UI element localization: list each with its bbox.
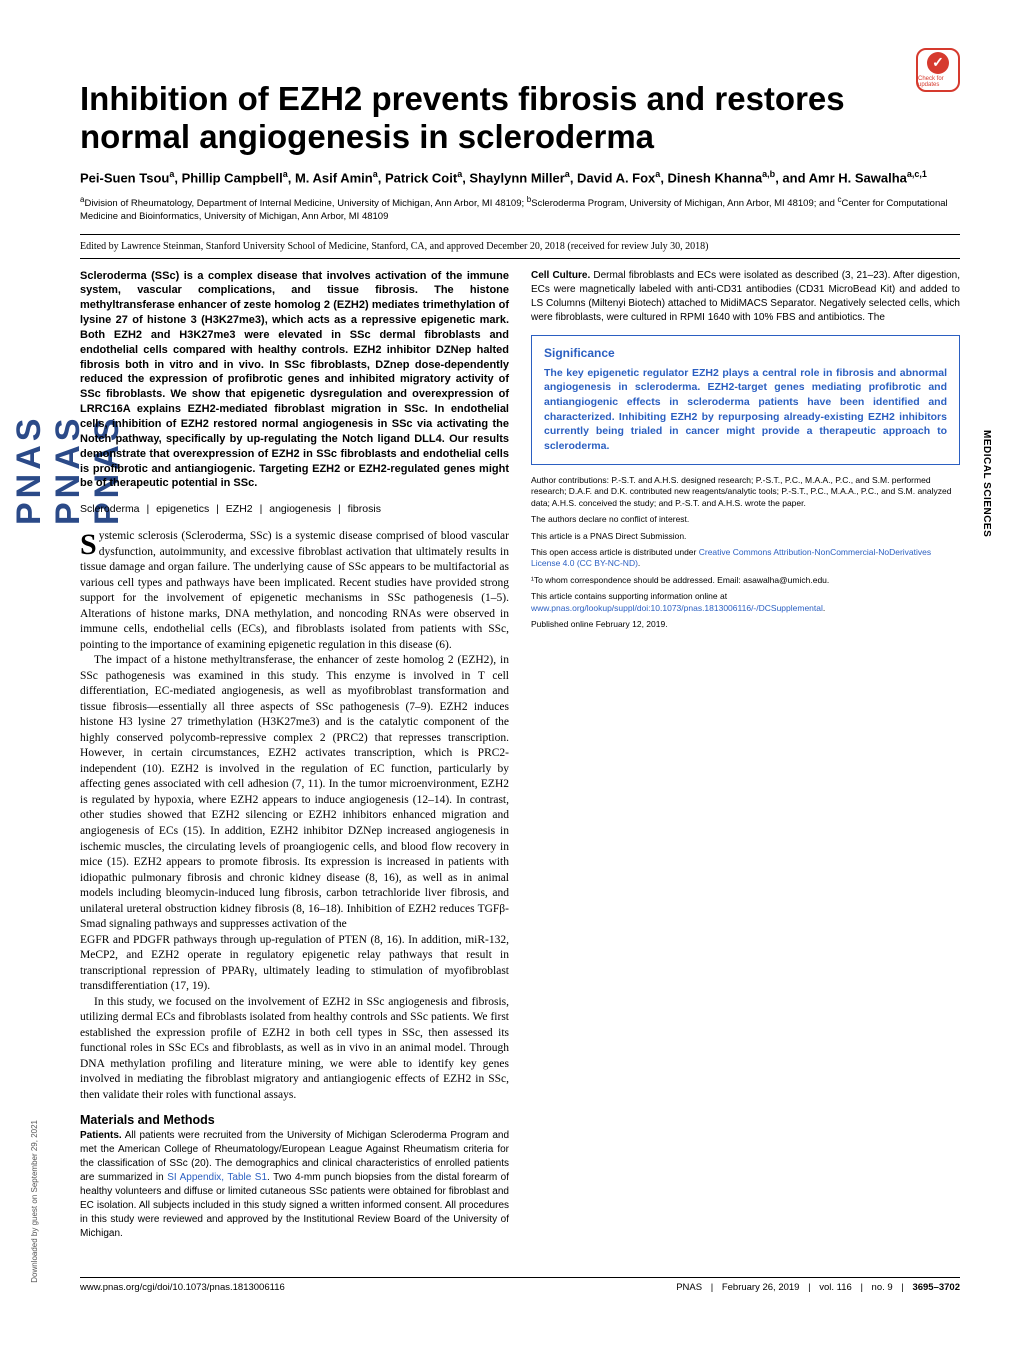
- cellculture-run-in: Cell Culture.: [531, 270, 590, 281]
- page-footer: www.pnas.org/cgi/doi/10.1073/pnas.181300…: [80, 1277, 960, 1293]
- affiliations: aDivision of Rheumatology, Department of…: [80, 195, 960, 224]
- check-updates-badge[interactable]: ✓ Check for updates: [916, 48, 960, 92]
- abstract: Scleroderma (SSc) is a complex disease t…: [80, 269, 509, 492]
- methods-heading: Materials and Methods: [80, 1113, 509, 1127]
- footer-doi: www.pnas.org/cgi/doi/10.1073/pnas.181300…: [80, 1282, 285, 1293]
- edited-by: Edited by Lawrence Steinman, Stanford Un…: [80, 234, 960, 259]
- footer-pages: 3695–3702: [912, 1282, 960, 1293]
- suppl-pre: This article contains supporting informa…: [531, 591, 727, 601]
- footer-vol: vol. 116: [819, 1282, 852, 1293]
- author-list: Pei-Suen Tsoua, Phillip Campbella, M. As…: [80, 168, 960, 187]
- footer-citation: PNAS | February 26, 2019 | vol. 116 | no…: [676, 1282, 960, 1293]
- significance-text: The key epigenetic regulator EZH2 plays …: [544, 366, 947, 454]
- cellculture-text: Dermal fibroblasts and ECs were isolated…: [531, 270, 960, 323]
- footer-journal: PNAS: [676, 1282, 702, 1293]
- license-pre: This open access article is distributed …: [531, 547, 699, 557]
- correspondence: ¹To whom correspondence should be addres…: [531, 575, 960, 586]
- si-appendix-link[interactable]: SI Appendix, Table S1: [167, 1172, 267, 1183]
- body-para-2: The impact of a histone methyltransferas…: [80, 653, 509, 932]
- significance-box: Significance The key epigenetic regulato…: [531, 335, 960, 465]
- keywords: Scleroderma | epigenetics | EZH2 | angio…: [80, 503, 509, 515]
- check-updates-label: Check for updates: [918, 76, 958, 88]
- footer-no: no. 9: [872, 1282, 893, 1293]
- footer-date: February 26, 2019: [722, 1282, 800, 1293]
- article-title: Inhibition of EZH2 prevents fibrosis and…: [80, 80, 960, 156]
- supplemental: This article contains supporting informa…: [531, 591, 960, 614]
- supplemental-link[interactable]: www.pnas.org/lookup/suppl/doi:10.1073/pn…: [531, 603, 823, 613]
- footnotes: Author contributions: P.-S.T. and A.H.S.…: [531, 475, 960, 631]
- significance-heading: Significance: [544, 346, 947, 360]
- published-online: Published online February 12, 2019.: [531, 619, 960, 630]
- body-para-1: Systemic sclerosis (Scleroderma, SSc) is…: [80, 529, 509, 653]
- body-para-3: EGFR and PDGFR pathways through up-regul…: [80, 933, 509, 995]
- patients-run-in: Patients.: [80, 1130, 122, 1141]
- body-para-4: In this study, we focused on the involve…: [80, 995, 509, 1104]
- license: This open access article is distributed …: [531, 547, 960, 570]
- direct-submission: This article is a PNAS Direct Submission…: [531, 531, 960, 542]
- check-icon: ✓: [927, 52, 949, 74]
- author-contributions: Author contributions: P.-S.T. and A.H.S.…: [531, 475, 960, 509]
- conflict-of-interest: The authors declare no conflict of inter…: [531, 514, 960, 525]
